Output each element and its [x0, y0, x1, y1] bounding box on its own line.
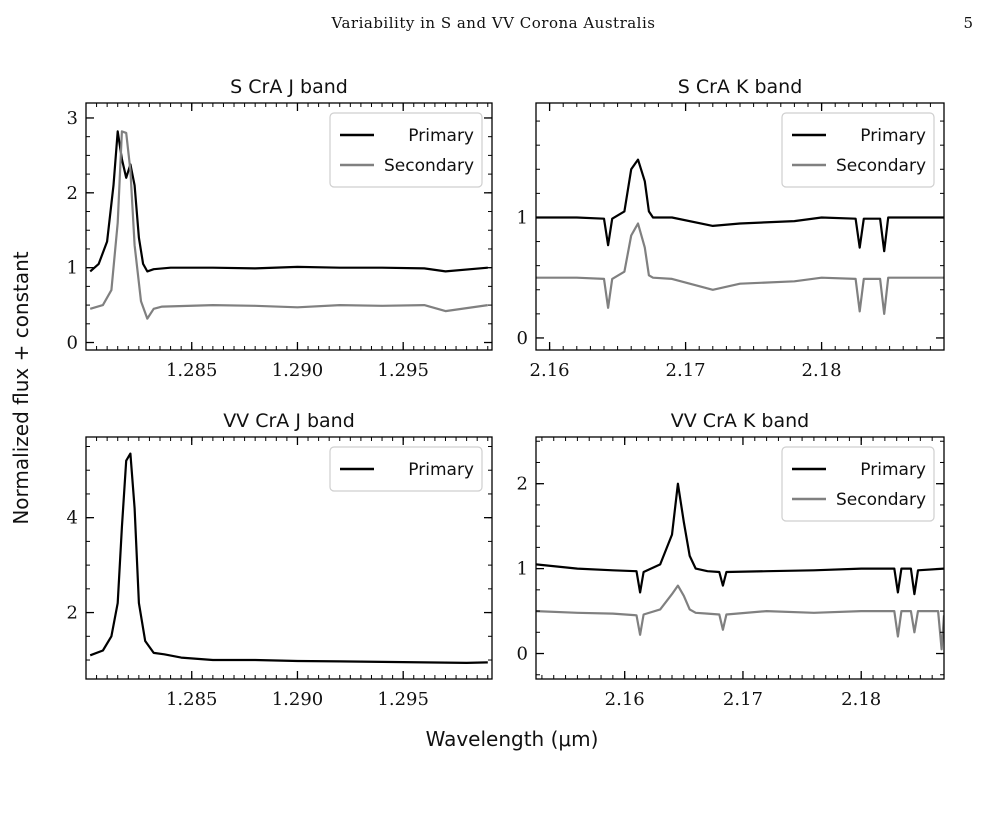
x-tick-label: 2.16: [605, 689, 645, 710]
x-tick-label: 2.17: [723, 689, 763, 710]
x-axis-label: Wavelength (μm): [426, 727, 599, 751]
legend-box: [781, 446, 935, 522]
y-tick-label: 2: [517, 474, 528, 495]
panel-title: VV CrA J band: [223, 410, 355, 432]
legend-label: Secondary: [836, 156, 926, 176]
legend-box: [329, 446, 483, 492]
legend-label: Secondary: [836, 490, 926, 510]
panel-3: 1.285 1.290 1.295 2 4 VV CrA J band Primary: [67, 410, 493, 710]
y-tick-label: 2: [67, 603, 78, 624]
page-number: 5: [963, 14, 973, 32]
y-tick-label: 1: [517, 559, 528, 580]
panel-title: S CrA J band: [230, 76, 348, 98]
x-tick-label: 2.16: [530, 360, 570, 381]
plot-frame: [85, 436, 493, 680]
x-tick-label: 1.295: [377, 360, 429, 381]
legend-label: Primary: [408, 460, 474, 480]
legend: Primary Secondary: [781, 446, 935, 522]
series-line-primary: [89, 452, 488, 665]
legend: Primary: [329, 446, 483, 492]
panel-1: 1.285 1.290 1.295 0 1 2 3 S CrA J band Primary Se…: [67, 76, 493, 381]
y-tick-label: 0: [67, 333, 78, 354]
series-line-secondary: [536, 222, 944, 315]
legend: Primary Secondary: [781, 112, 935, 188]
series-line-secondary: [89, 130, 488, 320]
y-tick-label: 0: [517, 328, 528, 349]
x-tick-label: 1.285: [166, 689, 218, 710]
series-line-primary: [536, 482, 944, 596]
plot-frame: [535, 436, 945, 680]
x-tick-label: 2.18: [802, 360, 842, 381]
legend-label: Primary: [408, 126, 474, 146]
x-tick-label: 1.290: [272, 360, 324, 381]
x-tick-label: 2.17: [666, 360, 706, 381]
legend-label: Primary: [860, 126, 926, 146]
y-tick-label: 1: [517, 207, 528, 228]
panel-title: VV CrA K band: [671, 410, 809, 432]
y-tick-label: 2: [67, 183, 78, 204]
y-tick-label: 4: [67, 508, 78, 529]
y-axis-label: Normalized flux + constant: [9, 251, 33, 524]
legend: Primary Secondary: [329, 112, 483, 188]
legend-box: [329, 112, 483, 188]
x-tick-label: 2.18: [841, 689, 881, 710]
legend-label: Secondary: [384, 156, 474, 176]
x-tick-label: 1.290: [272, 689, 324, 710]
legend-label: Primary: [860, 460, 926, 480]
y-tick-label: 3: [67, 108, 78, 129]
y-tick-label: 1: [67, 258, 78, 279]
panel-title: S CrA K band: [678, 76, 803, 98]
panel-2: 2.16 2.17 2.18 0 1 S CrA K band Primary Seconda…: [517, 76, 945, 381]
panel-4: 2.16 2.17 2.18 0 1 2 VV CrA K band Primary Secon…: [517, 410, 945, 710]
running-header: Variability in S and VV Corona Australis: [331, 14, 656, 32]
series-line-primary: [536, 158, 944, 253]
legend-box: [781, 112, 935, 188]
x-tick-label: 1.285: [166, 360, 218, 381]
series-line-secondary: [536, 584, 944, 651]
series-line-primary: [89, 130, 488, 273]
plot-frame: [85, 102, 493, 351]
y-tick-label: 0: [517, 644, 528, 665]
x-tick-label: 1.295: [377, 689, 429, 710]
